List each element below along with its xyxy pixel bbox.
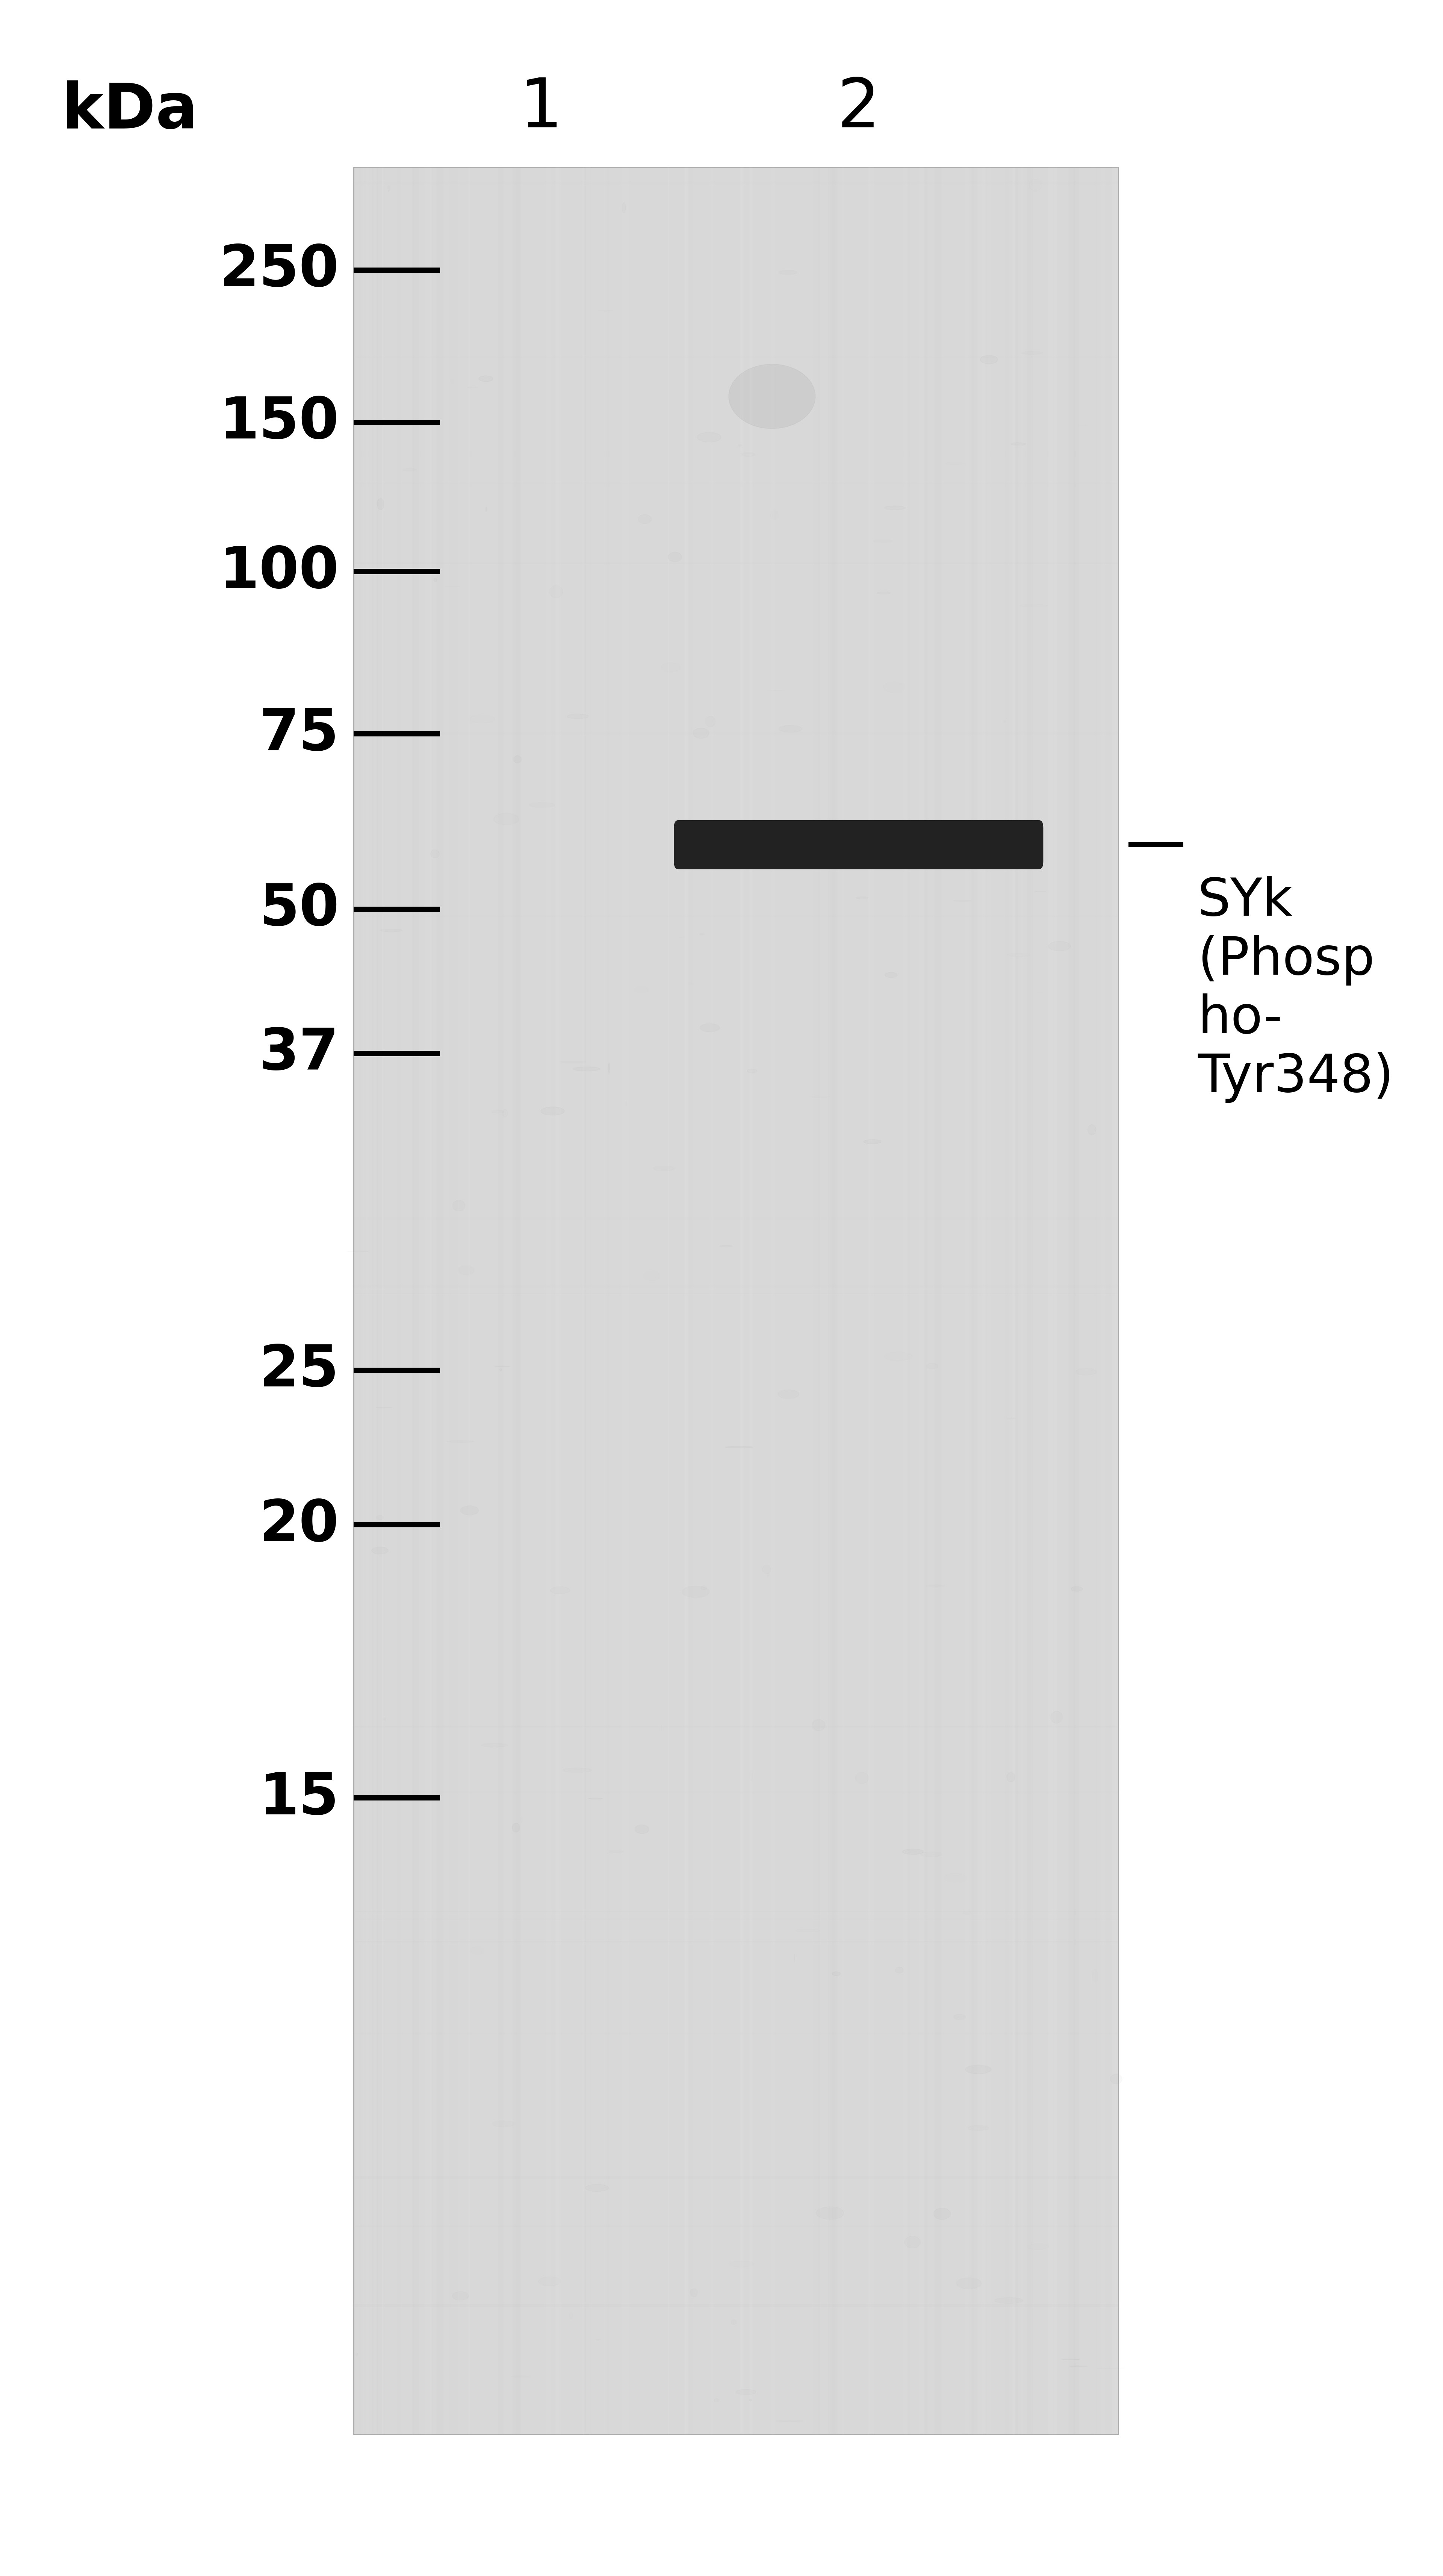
Ellipse shape	[729, 366, 815, 430]
Text: kDa: kDa	[62, 80, 198, 142]
Ellipse shape	[512, 1824, 519, 1832]
Text: 100: 100	[219, 544, 339, 600]
Ellipse shape	[965, 2066, 991, 2074]
Text: 1: 1	[519, 75, 563, 142]
Ellipse shape	[434, 580, 437, 582]
Ellipse shape	[608, 1064, 610, 1074]
Text: 15: 15	[260, 1770, 339, 1826]
Text: SYk
(Phosp
ho-
Tyr348): SYk (Phosp ho- Tyr348)	[1198, 876, 1394, 1103]
Ellipse shape	[460, 1507, 479, 1515]
Ellipse shape	[479, 376, 494, 381]
Ellipse shape	[541, 1108, 564, 1115]
Ellipse shape	[863, 1139, 882, 1144]
Ellipse shape	[1071, 1587, 1082, 1592]
Ellipse shape	[635, 1824, 649, 1834]
Ellipse shape	[885, 974, 898, 979]
Ellipse shape	[980, 355, 999, 363]
Text: 2: 2	[837, 75, 880, 142]
Ellipse shape	[514, 755, 521, 762]
Text: 150: 150	[219, 394, 339, 451]
Ellipse shape	[902, 1850, 924, 1855]
Text: 75: 75	[260, 706, 339, 762]
Text: 50: 50	[260, 881, 339, 938]
Text: 250: 250	[219, 242, 339, 299]
Text: 25: 25	[260, 1342, 339, 1399]
Ellipse shape	[934, 2208, 951, 2221]
Text: 20: 20	[260, 1497, 339, 1553]
Ellipse shape	[833, 1971, 840, 1976]
Bar	[354, 167, 1118, 2434]
Ellipse shape	[377, 500, 384, 510]
FancyBboxPatch shape	[674, 819, 1043, 871]
Ellipse shape	[371, 1548, 388, 1553]
Text: 37: 37	[260, 1025, 339, 1082]
